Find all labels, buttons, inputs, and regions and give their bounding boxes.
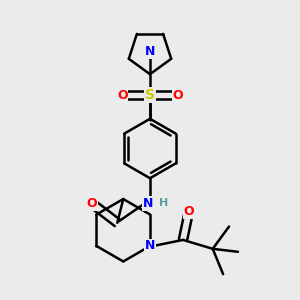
Text: H: H [159, 199, 168, 208]
Text: N: N [145, 45, 155, 58]
Text: N: N [145, 239, 155, 252]
Text: N: N [142, 197, 153, 210]
Text: O: O [117, 88, 128, 101]
Text: S: S [145, 88, 155, 102]
Text: O: O [87, 197, 98, 210]
Text: O: O [184, 205, 194, 218]
Text: O: O [172, 88, 183, 101]
